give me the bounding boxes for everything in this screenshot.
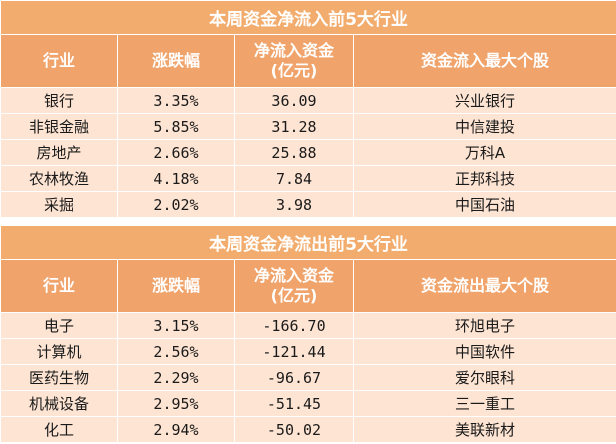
outflow-header-row: 行业 涨跌幅 净流入资金 (亿元) 资金流出最大个股 [0,259,616,313]
header-top-stock: 资金流入最大个股 [352,34,616,88]
table-row: 银行 3.35% 36.09 兴业银行 [0,87,616,114]
header-change: 涨跌幅 [117,34,235,88]
industry-cell: 采掘 [0,191,118,218]
stock-cell: 环旭电子 [352,312,616,339]
industry-cell: 化工 [0,416,118,443]
table-row: 化工 2.94% -50.02 美联新材 [0,416,616,443]
header-industry: 行业 [0,259,118,313]
stock-cell: 中国石油 [352,191,616,218]
table-row: 电子 3.15% -166.70 环旭电子 [0,312,616,339]
netflow-cell: -121.44 [234,338,354,365]
change-cell: 2.29% [117,364,235,391]
netflow-cell: -51.45 [234,390,354,417]
change-cell: 4.18% [117,165,235,192]
netflow-cell: 3.98 [234,191,354,218]
header-netflow-line1: 净流入资金 [253,266,334,285]
stock-cell: 兴业银行 [352,87,616,114]
table-row: 医药生物 2.29% -96.67 爱尔眼科 [0,364,616,391]
industry-cell: 农林牧渔 [0,165,118,192]
netflow-cell: -96.67 [234,364,354,391]
industry-cell: 机械设备 [0,390,118,417]
stock-cell: 美联新材 [352,416,616,443]
header-change: 涨跌幅 [117,259,235,313]
industry-cell: 电子 [0,312,118,339]
table-row: 农林牧渔 4.18% 7.84 正邦科技 [0,165,616,192]
table-row: 采掘 2.02% 3.98 中国石油 [0,191,616,218]
netflow-cell: 36.09 [234,87,354,114]
netflow-cell: 31.28 [234,113,354,140]
table-row: 机械设备 2.95% -51.45 三一重工 [0,390,616,417]
change-cell: 2.94% [117,416,235,443]
industry-cell: 非银金融 [0,113,118,140]
change-cell: 3.35% [117,87,235,114]
industry-cell: 房地产 [0,139,118,166]
change-cell: 2.66% [117,139,235,166]
industry-cell: 医药生物 [0,364,118,391]
header-netflow-line2: (亿元) [270,286,318,305]
outflow-title-row: 本周资金净流出前5大行业 [0,225,616,260]
change-cell: 3.15% [117,312,235,339]
change-cell: 2.95% [117,390,235,417]
stock-cell: 正邦科技 [352,165,616,192]
stock-cell: 三一重工 [352,390,616,417]
stock-cell: 中国软件 [352,338,616,365]
header-industry: 行业 [0,34,118,88]
inflow-table-title: 本周资金净流入前5大行业 [0,0,616,35]
header-netflow-line1: 净流入资金 [253,41,334,60]
table-row: 计算机 2.56% -121.44 中国软件 [0,338,616,365]
header-top-stock: 资金流出最大个股 [352,259,616,313]
header-netflow: 净流入资金 (亿元) [234,259,354,313]
inflow-table: 本周资金净流入前5大行业 行业 涨跌幅 净流入资金 (亿元) 资金流入最大个股 … [0,0,616,218]
outflow-table: 本周资金净流出前5大行业 行业 涨跌幅 净流入资金 (亿元) 资金流出最大个股 … [0,225,616,443]
netflow-cell: 7.84 [234,165,354,192]
header-netflow-line2: (亿元) [270,61,318,80]
table-row: 房地产 2.66% 25.88 万科A [0,139,616,166]
header-netflow: 净流入资金 (亿元) [234,34,354,88]
outflow-table-title: 本周资金净流出前5大行业 [0,225,616,260]
table-row: 非银金融 5.85% 31.28 中信建投 [0,113,616,140]
change-cell: 2.56% [117,338,235,365]
stock-cell: 中信建投 [352,113,616,140]
netflow-cell: 25.88 [234,139,354,166]
inflow-title-row: 本周资金净流入前5大行业 [0,0,616,35]
industry-cell: 银行 [0,87,118,114]
change-cell: 5.85% [117,113,235,140]
industry-cell: 计算机 [0,338,118,365]
netflow-cell: -50.02 [234,416,354,443]
netflow-cell: -166.70 [234,312,354,339]
inflow-header-row: 行业 涨跌幅 净流入资金 (亿元) 资金流入最大个股 [0,34,616,88]
stock-cell: 爱尔眼科 [352,364,616,391]
stock-cell: 万科A [352,139,616,166]
change-cell: 2.02% [117,191,235,218]
